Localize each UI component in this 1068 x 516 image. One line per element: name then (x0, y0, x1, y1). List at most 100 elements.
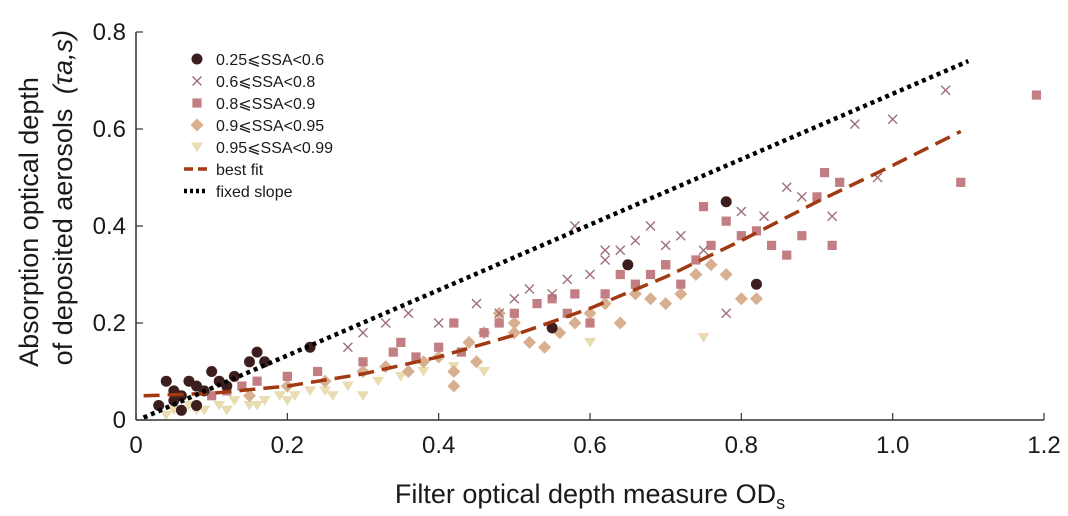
x-tick-label: 0.8 (725, 432, 758, 459)
data-point-triangle-down (478, 367, 491, 377)
legend-swatch-x (192, 76, 202, 86)
data-point-x-stroke-b (509, 293, 520, 304)
data-point-square (819, 168, 830, 178)
data-point-triangle-down (326, 391, 339, 401)
data-point-square (691, 255, 701, 265)
data-point-x-stroke-b (615, 245, 626, 256)
legend-entry: 0.8⩽SSA<0.9 (192, 96, 315, 113)
data-point-triangle-down (258, 396, 271, 406)
data-point-triangle-down (273, 391, 286, 401)
series-x (342, 85, 951, 353)
x-tick-label: 0.6 (573, 432, 606, 459)
x-tick-label: 0.2 (271, 432, 304, 459)
data-point-square (736, 231, 746, 241)
data-point-x-stroke-b (433, 318, 444, 328)
data-point-x (645, 221, 656, 231)
legend-entry: best fit (184, 162, 264, 179)
data-point-x (630, 235, 641, 246)
data-point-circle (206, 366, 218, 377)
data-point-x-stroke-b (940, 85, 951, 96)
legend-swatch-x-stroke-b (192, 76, 202, 86)
data-point-diamond (401, 365, 415, 378)
data-point-x-stroke-b (630, 235, 641, 246)
data-point-diamond (613, 316, 627, 330)
data-point-x (380, 318, 391, 328)
data-point-square (282, 371, 292, 381)
legend: 0.25⩽SSA<0.6 0.6⩽SSA<0.8 0.8⩽SSA<0.9 0.9⩽SS… (184, 52, 333, 201)
data-point-square (661, 260, 671, 270)
data-point-x (849, 119, 860, 130)
data-point-circle (175, 404, 187, 416)
data-point-triangle-down (357, 391, 369, 401)
legend-entry: 0.95⩽SSA<0.99 (191, 140, 333, 157)
data-point-triangle-down (251, 400, 264, 411)
data-point-x (358, 327, 368, 338)
data-point-square (396, 337, 406, 347)
data-point-x (781, 182, 792, 193)
legend-label: best fit (216, 162, 264, 179)
data-point-square (585, 318, 595, 328)
data-point-triangle-down (304, 386, 317, 396)
data-point-square (509, 308, 519, 318)
data-point-triangle-down (372, 376, 385, 387)
data-point-x (524, 284, 535, 295)
x-axis-title: Filter optical depth measure ODs (395, 479, 785, 513)
data-point-square (1031, 90, 1042, 100)
y-tick-label: 0.2 (93, 310, 126, 337)
legend-entry: 0.6⩽SSA<0.8 (192, 74, 315, 91)
data-point-circle (244, 356, 255, 368)
data-point-x (471, 298, 482, 309)
legend-label: fixed slope (216, 184, 293, 201)
data-point-square (698, 202, 709, 212)
data-point-x (342, 342, 353, 353)
data-point-x-stroke-b (547, 288, 558, 299)
data-point-square (313, 366, 323, 377)
data-point-diamond (462, 335, 476, 349)
y-axis-title-line2: of deposited aerosols (48, 109, 78, 366)
data-point-x-stroke-b (827, 211, 838, 222)
legend-label: 0.25⩽SSA<0.6 (216, 52, 324, 69)
data-point-circle (720, 196, 732, 208)
data-point-square (411, 352, 421, 362)
data-point-x-stroke-b (524, 284, 535, 295)
data-point-triangle-down (319, 386, 332, 396)
data-point-x (940, 85, 951, 96)
data-point-x-stroke-b (796, 191, 807, 202)
data-point-triangle-down (288, 391, 301, 401)
data-point-triangle-down (281, 396, 294, 406)
data-point-diamond (689, 268, 703, 281)
data-point-square (767, 240, 777, 250)
legend-swatch-square (192, 98, 202, 108)
data-point-square (562, 308, 572, 318)
data-point-diamond (583, 306, 597, 320)
data-point-square (835, 177, 845, 187)
data-point-x-stroke-b (403, 308, 414, 319)
data-point-circle (251, 346, 263, 358)
data-point-diamond (568, 316, 582, 330)
legend-swatch-triangle-down (191, 142, 203, 153)
data-point-x-stroke-b (380, 318, 391, 328)
data-point-triangle-down (243, 400, 256, 411)
data-point-circle (546, 322, 558, 334)
data-point-square (615, 269, 625, 280)
data-point-x (698, 245, 709, 256)
data-point-diamond (507, 316, 521, 330)
data-point-square (630, 279, 640, 289)
series-triangle-down (160, 333, 710, 421)
data-point-x (675, 230, 686, 241)
data-point-x-stroke-b (358, 327, 368, 338)
data-point-square (388, 347, 398, 357)
data-point-diamond (538, 340, 552, 354)
data-point-square (782, 250, 792, 260)
data-point-x-stroke-b (600, 245, 611, 256)
data-point-square (449, 318, 459, 328)
fixed-slope-line (142, 59, 970, 420)
data-point-x (721, 308, 732, 319)
data-point-diamond (598, 297, 612, 311)
data-point-square (207, 391, 217, 401)
legend-swatch-diamond (190, 118, 204, 132)
data-point-square (479, 328, 489, 338)
data-point-square (358, 357, 368, 367)
series-square (207, 90, 1042, 401)
data-point-circle (191, 399, 203, 411)
